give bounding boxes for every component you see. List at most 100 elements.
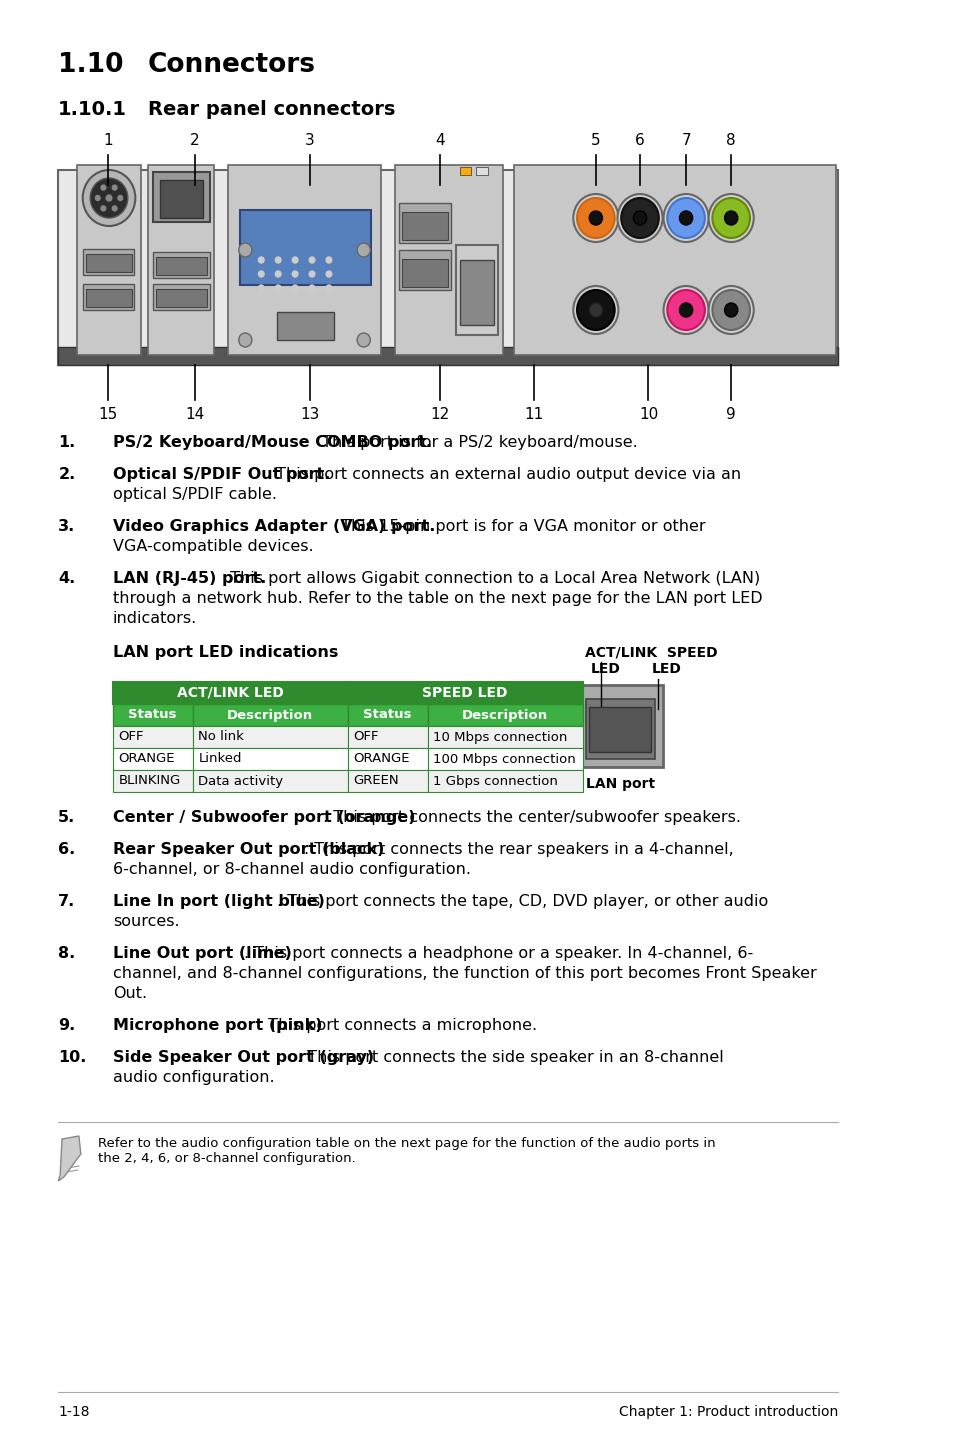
Bar xyxy=(156,257,207,275)
Circle shape xyxy=(326,257,332,263)
Bar xyxy=(112,726,193,748)
Text: 7: 7 xyxy=(680,132,690,148)
Circle shape xyxy=(275,270,281,278)
Text: 1: 1 xyxy=(103,132,112,148)
Circle shape xyxy=(292,285,297,290)
Circle shape xyxy=(238,334,252,347)
Bar xyxy=(58,347,838,365)
Bar xyxy=(112,682,348,705)
Bar xyxy=(427,769,582,792)
Text: indicators.: indicators. xyxy=(112,611,197,626)
Text: Optical S/PDIF Out port.: Optical S/PDIF Out port. xyxy=(112,467,330,482)
Text: BLINKING: BLINKING xyxy=(118,775,180,788)
Bar xyxy=(83,283,134,311)
Circle shape xyxy=(118,196,123,200)
Bar xyxy=(589,707,651,752)
Circle shape xyxy=(724,303,737,316)
Text: LAN port LED indications: LAN port LED indications xyxy=(112,646,337,660)
Text: PS/2 Keyboard/Mouse COMBO port.: PS/2 Keyboard/Mouse COMBO port. xyxy=(112,436,432,450)
Text: SPEED LED: SPEED LED xyxy=(422,686,507,700)
Circle shape xyxy=(712,198,749,239)
Bar xyxy=(58,170,838,365)
Circle shape xyxy=(275,257,281,263)
Bar xyxy=(156,289,207,306)
Circle shape xyxy=(617,194,662,242)
Circle shape xyxy=(258,257,264,263)
Text: No link: No link xyxy=(198,731,244,743)
Text: 2.: 2. xyxy=(58,467,75,482)
Bar xyxy=(112,705,193,726)
Text: ORANGE: ORANGE xyxy=(353,752,410,765)
Bar xyxy=(153,283,210,311)
Bar xyxy=(399,250,451,290)
Bar xyxy=(83,249,134,275)
Text: 1 Gbps connection: 1 Gbps connection xyxy=(433,775,558,788)
Text: Center / Subwoofer port (orange): Center / Subwoofer port (orange) xyxy=(112,810,415,825)
Text: 4: 4 xyxy=(435,132,444,148)
Text: Refer to the audio configuration table on the next page for the function of the : Refer to the audio configuration table o… xyxy=(97,1137,715,1165)
Text: LAN (RJ-45) port.: LAN (RJ-45) port. xyxy=(112,571,266,587)
Circle shape xyxy=(95,196,100,200)
Circle shape xyxy=(708,286,753,334)
Text: OFF: OFF xyxy=(353,731,378,743)
Text: Data activity: Data activity xyxy=(198,775,283,788)
Circle shape xyxy=(309,270,314,278)
Text: Linked: Linked xyxy=(198,752,241,765)
Text: . This port connects the center/subwoofer speakers.: . This port connects the center/subwoofe… xyxy=(323,810,740,825)
Circle shape xyxy=(663,286,708,334)
Text: . This port connects the tape, CD, DVD player, or other audio: . This port connects the tape, CD, DVD p… xyxy=(277,894,768,909)
Circle shape xyxy=(356,243,370,257)
Text: 100 Mbps connection: 100 Mbps connection xyxy=(433,752,576,765)
Circle shape xyxy=(309,285,314,290)
Bar xyxy=(578,684,662,766)
Circle shape xyxy=(258,270,264,278)
Circle shape xyxy=(712,290,749,329)
Bar xyxy=(153,173,210,221)
Bar xyxy=(149,165,214,355)
Text: 12: 12 xyxy=(430,407,449,421)
Circle shape xyxy=(666,198,704,239)
Bar xyxy=(459,167,471,175)
Bar xyxy=(153,252,210,278)
Text: 10.: 10. xyxy=(58,1050,87,1066)
Text: Status: Status xyxy=(129,709,177,722)
Text: ACT/LINK  SPEED: ACT/LINK SPEED xyxy=(584,646,717,659)
Text: LED: LED xyxy=(652,661,681,676)
Text: 5: 5 xyxy=(591,132,600,148)
Text: 10 Mbps connection: 10 Mbps connection xyxy=(433,731,567,743)
Bar xyxy=(228,165,380,355)
Text: Video Graphics Adapter (VGA) port.: Video Graphics Adapter (VGA) port. xyxy=(112,519,435,533)
Text: This port is for a PS/2 keyboard/mouse.: This port is for a PS/2 keyboard/mouse. xyxy=(316,436,637,450)
Bar xyxy=(86,289,132,306)
Text: . This port connects the rear speakers in a 4-channel,: . This port connects the rear speakers i… xyxy=(303,843,733,857)
Bar xyxy=(514,165,835,355)
Text: 10: 10 xyxy=(639,407,658,421)
Bar xyxy=(348,705,427,726)
Text: optical S/PDIF cable.: optical S/PDIF cable. xyxy=(112,487,276,502)
Circle shape xyxy=(275,285,281,290)
Text: Line Out port (lime): Line Out port (lime) xyxy=(112,946,292,961)
Circle shape xyxy=(91,178,128,219)
Text: GREEN: GREEN xyxy=(353,775,398,788)
Circle shape xyxy=(666,290,704,329)
Text: 2: 2 xyxy=(190,132,199,148)
Circle shape xyxy=(112,186,117,190)
Text: 8: 8 xyxy=(725,132,735,148)
Text: 6.: 6. xyxy=(58,843,75,857)
Bar xyxy=(193,748,348,769)
Text: 1.10.1: 1.10.1 xyxy=(58,101,127,119)
Bar xyxy=(427,705,582,726)
Bar xyxy=(112,748,193,769)
Circle shape xyxy=(101,206,106,211)
Text: . This port connects a microphone.: . This port connects a microphone. xyxy=(257,1018,537,1032)
Text: . This port connects a headphone or a speaker. In 4-channel, 6-: . This port connects a headphone or a sp… xyxy=(244,946,753,961)
Text: Description: Description xyxy=(461,709,548,722)
Circle shape xyxy=(724,211,737,224)
Text: Rear panel connectors: Rear panel connectors xyxy=(148,101,395,119)
Circle shape xyxy=(663,194,708,242)
Circle shape xyxy=(679,303,692,316)
Bar xyxy=(193,726,348,748)
Polygon shape xyxy=(58,1136,81,1181)
Circle shape xyxy=(309,257,314,263)
Bar xyxy=(348,682,582,705)
